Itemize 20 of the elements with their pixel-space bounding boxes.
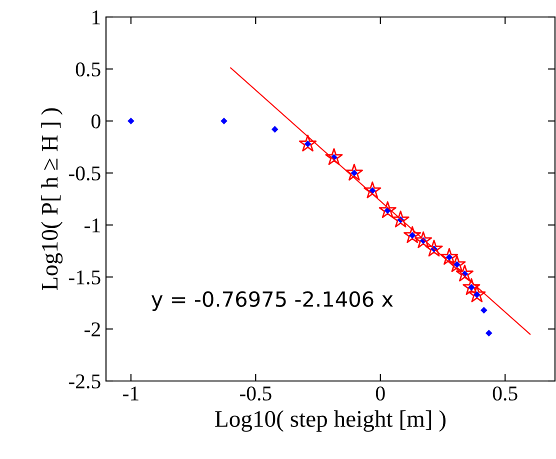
y-axis-title: Log10( P[ h ≥ H ] )	[41, 108, 63, 290]
y-tick-label: -1.5	[68, 270, 100, 285]
x-tick-label: -1	[123, 386, 138, 400]
y-tick-label: -2.5	[68, 374, 100, 389]
y-tick-label: 0.5	[76, 62, 100, 77]
point	[220, 118, 228, 124]
x-axis-title: Log10( step height [m] )	[215, 410, 446, 432]
annotation: y = -0.76975 -2.1406 x	[152, 291, 393, 311]
x-tick-label: -0.5	[240, 386, 272, 401]
y-tick-label: -0.5	[68, 166, 100, 181]
y-tick-label: -1	[84, 218, 100, 232]
point	[128, 118, 134, 124]
point	[485, 330, 492, 337]
y-tick-label: -2	[84, 322, 100, 336]
x-tick-label: 0	[376, 386, 385, 401]
point	[271, 126, 278, 133]
point	[480, 306, 488, 314]
y-tick-label: 1	[92, 10, 100, 24]
x-tick-label: 0.5	[492, 386, 518, 401]
y-tick-label: 0	[92, 114, 100, 128]
